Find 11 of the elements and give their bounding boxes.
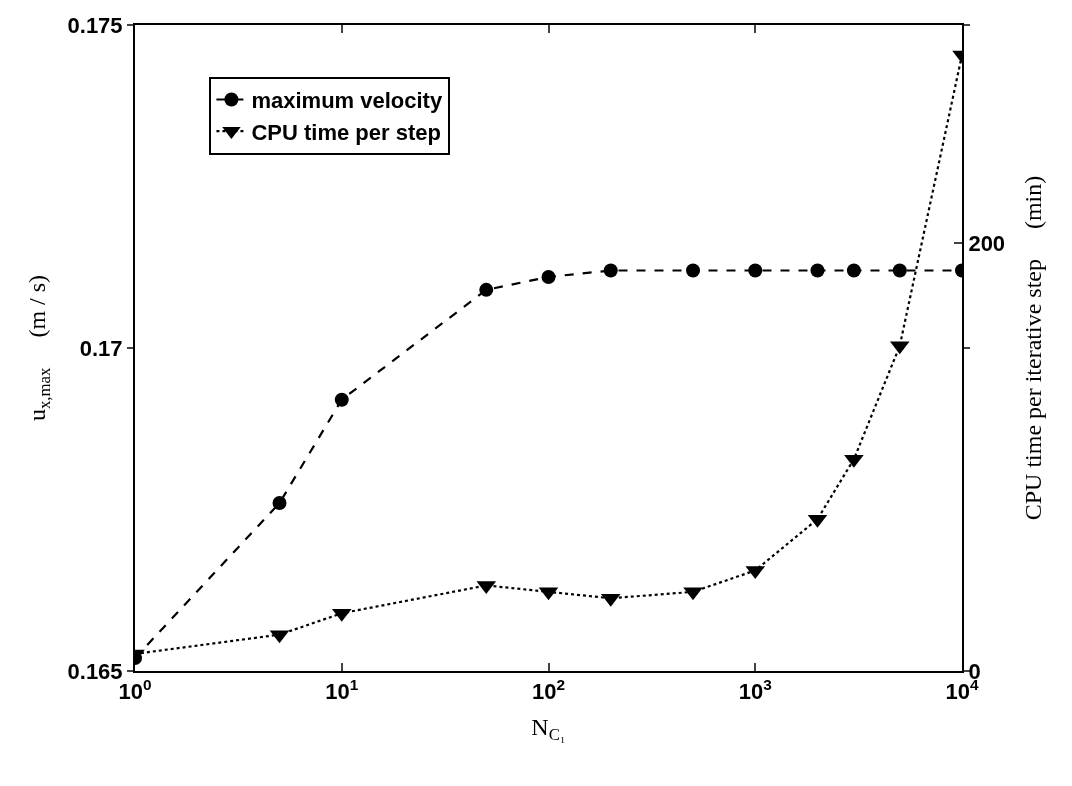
y2-axis-title: CPU time per iterative step (min) — [1019, 175, 1046, 521]
y-tick-label: 0.17 — [79, 335, 123, 361]
y-tick-label: 0.175 — [67, 12, 123, 38]
y2-tick-label: 200 — [968, 230, 1006, 256]
legend-label: maximum velocity — [251, 88, 443, 114]
x-axis-title: N$_{C₁}$ — [531, 714, 566, 745]
y-tick-label: 0.165 — [67, 658, 123, 684]
x-tick-label: 10$^{1}$ — [325, 676, 359, 705]
x-tick-label: 10$^{2}$ — [531, 676, 566, 705]
legend-label: CPU time per step — [251, 119, 441, 145]
x-tick-label: 10$^{3}$ — [738, 676, 772, 705]
